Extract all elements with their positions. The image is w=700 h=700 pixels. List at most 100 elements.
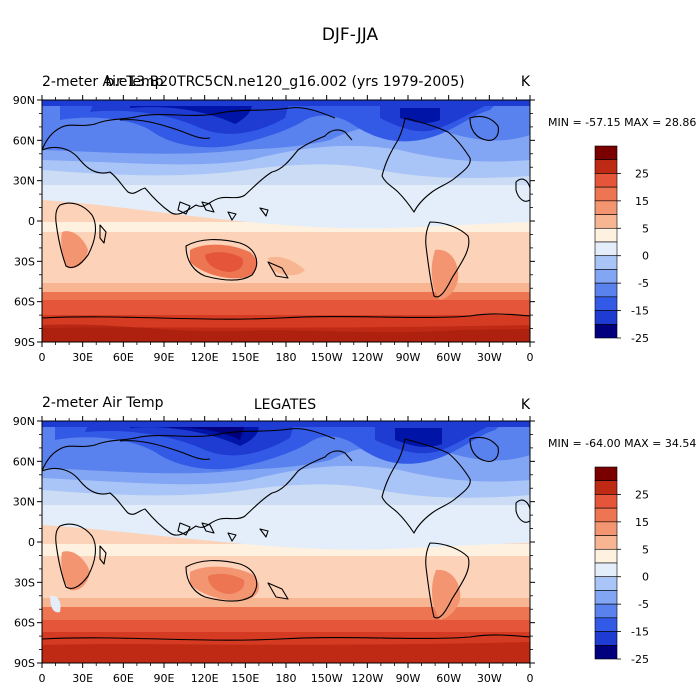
temp-contour-fill: [42, 421, 530, 663]
colorbar-swatch: [594, 494, 618, 509]
colorbar-label: -5: [638, 598, 649, 611]
lon-tick-label: 60E: [113, 351, 134, 364]
colorbar-swatch: [594, 644, 618, 660]
lon-tick-label: 0: [39, 672, 46, 685]
lon-tick-label: 180: [276, 672, 297, 685]
panel-observed: 90N 60N 30N 0 30S 60S 90S 0 30E 60E 90E 120E 150E 180…: [13, 395, 697, 685]
colorbar-label: 25: [635, 167, 649, 180]
lon-tick-label: 120W: [351, 351, 383, 364]
colorbar-swatch: [594, 466, 618, 482]
colorbar-label: 0: [642, 571, 649, 584]
lat-tick-label: 30S: [14, 255, 35, 268]
colorbar-swatch: [594, 590, 618, 605]
colorbar-swatch: [594, 535, 618, 550]
panel-left-title: 2-meter Air Temp: [42, 395, 164, 411]
colorbar-label: 5: [642, 222, 649, 235]
lat-tick-label: 60N: [13, 455, 35, 468]
colorbar-swatch: [594, 617, 618, 632]
lat-tick-label: 90N: [13, 94, 35, 107]
lon-tick-label: 150E: [231, 351, 259, 364]
colorbar-swatch: [594, 310, 618, 325]
lon-tick-label: 0: [39, 351, 46, 364]
colorbar-label: -5: [638, 277, 649, 290]
colorbar-swatch: [594, 159, 618, 174]
lon-tick-label: 30W: [477, 672, 502, 685]
lon-tick-label: 0: [527, 351, 534, 364]
colorbar: 25 15 5 0 -5 -15 -25: [594, 466, 649, 666]
colorbar-label: 0: [642, 250, 649, 263]
figure-title: DJF-JJA: [322, 25, 379, 45]
lat-tick-label: 60S: [14, 617, 35, 630]
lat-tick-label: 30N: [13, 496, 35, 509]
colorbar-swatch: [594, 227, 618, 243]
colorbar-swatch: [594, 186, 618, 202]
lon-tick-label: 60W: [436, 672, 461, 685]
lon-tick-label: 90E: [154, 351, 175, 364]
colorbar-swatch: [594, 296, 618, 311]
colorbar-swatch: [594, 214, 618, 229]
lon-tick-label: 60W: [436, 351, 461, 364]
colorbar-swatch: [594, 173, 618, 188]
temp-contour-fill: [42, 100, 530, 342]
lat-tick-label: 60N: [13, 134, 35, 147]
colorbar-swatch: [594, 282, 618, 298]
colorbar-label: 15: [635, 516, 649, 529]
lon-tick-label: 90E: [154, 672, 175, 685]
colorbar-swatch: [594, 562, 618, 578]
colorbar: 25 15 5 0 -5 -15 -25: [594, 145, 649, 345]
lon-tick-label: 90W: [396, 351, 421, 364]
temperature-field: [42, 100, 530, 342]
lat-tick-label: 60S: [14, 296, 35, 309]
colorbar-label: -25: [631, 332, 649, 345]
coastline: [42, 107, 530, 320]
lat-tick-label: 90S: [14, 336, 35, 349]
colorbar-swatch: [594, 576, 618, 591]
colorbar-label: -15: [631, 626, 649, 639]
min-max-label: MIN = -57.15 MAX = 28.86: [548, 116, 696, 129]
colorbar-swatch: [594, 200, 618, 215]
lon-tick-label: 120E: [191, 672, 219, 685]
panel-model: 90N 60N 30N 0 30S 60S 90S 0 30E 60E 90E 120E 150E 180…: [13, 74, 697, 364]
panel-units: K: [521, 397, 531, 413]
colorbar-label: 5: [642, 543, 649, 556]
colorbar-swatch: [594, 241, 618, 257]
map-axes: 90N 60N 30N 0 30S 60S 90S 0 30E 60E 90E 120E 150E 180…: [13, 415, 535, 685]
lon-tick-label: 90W: [396, 672, 421, 685]
colorbar-swatch: [594, 323, 618, 339]
coastline: [42, 428, 530, 641]
colorbar-swatch: [594, 521, 618, 536]
lat-tick-label: 90S: [14, 657, 35, 670]
lon-tick-label: 0: [527, 672, 534, 685]
colorbar-swatch: [594, 548, 618, 564]
panel-center-title: LEGATES: [254, 397, 316, 413]
colorbar-swatch: [594, 631, 618, 646]
panel-left-title: 2-meter Air Temp: [42, 74, 164, 90]
temperature-field: [42, 421, 530, 663]
lat-tick-label: 0: [28, 215, 35, 228]
lon-tick-label: 150W: [311, 672, 343, 685]
lat-tick-label: 30S: [14, 576, 35, 589]
lon-tick-label: 60E: [113, 672, 134, 685]
colorbar-swatch: [594, 603, 618, 619]
lon-tick-label: 120W: [351, 672, 383, 685]
min-max-label: MIN = -64.00 MAX = 34.54: [548, 437, 696, 450]
lon-tick-label: 30E: [72, 672, 93, 685]
panel-center-title: b.e13.B20TRC5CN.ne120_g16.002 (yrs 1979-…: [105, 74, 464, 90]
lon-tick-label: 30W: [477, 351, 502, 364]
colorbar-swatch: [594, 269, 618, 284]
lat-tick-label: 90N: [13, 415, 35, 428]
map-axes: 90N 60N 30N 0 30S 60S 90S 0 30E 60E 90E 120E 150E 180…: [13, 94, 535, 364]
colorbar-label: 25: [635, 488, 649, 501]
lon-tick-label: 150W: [311, 351, 343, 364]
colorbar-swatch: [594, 480, 618, 495]
lat-tick-label: 30N: [13, 175, 35, 188]
colorbar-label: -15: [631, 305, 649, 318]
panel-units: K: [521, 74, 531, 90]
colorbar-label: 15: [635, 195, 649, 208]
colorbar-swatch: [594, 507, 618, 523]
lat-tick-label: 0: [28, 536, 35, 549]
lon-tick-label: 30E: [72, 351, 93, 364]
colorbar-label: -25: [631, 653, 649, 666]
colorbar-swatch: [594, 255, 618, 270]
